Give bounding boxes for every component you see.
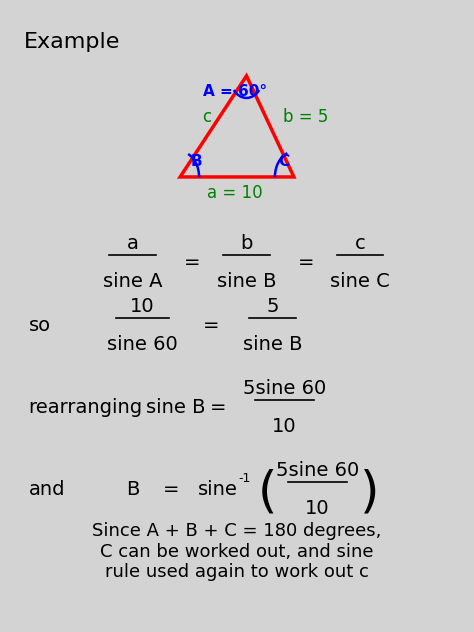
Text: sine A: sine A [103, 272, 163, 291]
Text: C: C [278, 154, 289, 169]
Text: sine C: sine C [330, 272, 390, 291]
Text: sine B: sine B [146, 398, 205, 417]
Text: so: so [28, 316, 51, 335]
Text: =: = [298, 253, 314, 272]
Text: 5: 5 [266, 297, 279, 316]
Text: b = 5: b = 5 [283, 108, 328, 126]
Text: ): ) [360, 469, 380, 517]
Text: 10: 10 [272, 417, 297, 436]
Text: sine B: sine B [217, 272, 276, 291]
Text: 10: 10 [130, 297, 155, 316]
Text: and: and [28, 480, 65, 499]
Text: B: B [126, 480, 139, 499]
Text: =: = [163, 480, 179, 499]
Text: 10: 10 [305, 499, 330, 518]
Text: -1: -1 [238, 472, 250, 485]
Text: c: c [355, 234, 365, 253]
Text: B: B [191, 154, 202, 169]
Text: c: c [201, 108, 211, 126]
Text: sine 60: sine 60 [107, 335, 178, 354]
Text: Example: Example [24, 32, 120, 52]
Text: a: a [127, 234, 139, 253]
Text: 5sine 60: 5sine 60 [243, 379, 326, 398]
Text: Since A + B + C = 180 degrees,
C can be worked out, and sine
rule used again to : Since A + B + C = 180 degrees, C can be … [92, 522, 382, 581]
Text: b: b [240, 234, 253, 253]
Text: =: = [210, 398, 226, 417]
Text: 5sine 60: 5sine 60 [276, 461, 359, 480]
Text: =: = [184, 253, 200, 272]
Text: sine B: sine B [243, 335, 302, 354]
Text: A = 60°: A = 60° [202, 84, 267, 99]
Text: rearranging: rearranging [28, 398, 143, 417]
Text: =: = [203, 316, 219, 335]
Text: sine: sine [198, 480, 238, 499]
Text: a = 10: a = 10 [207, 184, 263, 202]
Text: (: ( [258, 469, 277, 517]
